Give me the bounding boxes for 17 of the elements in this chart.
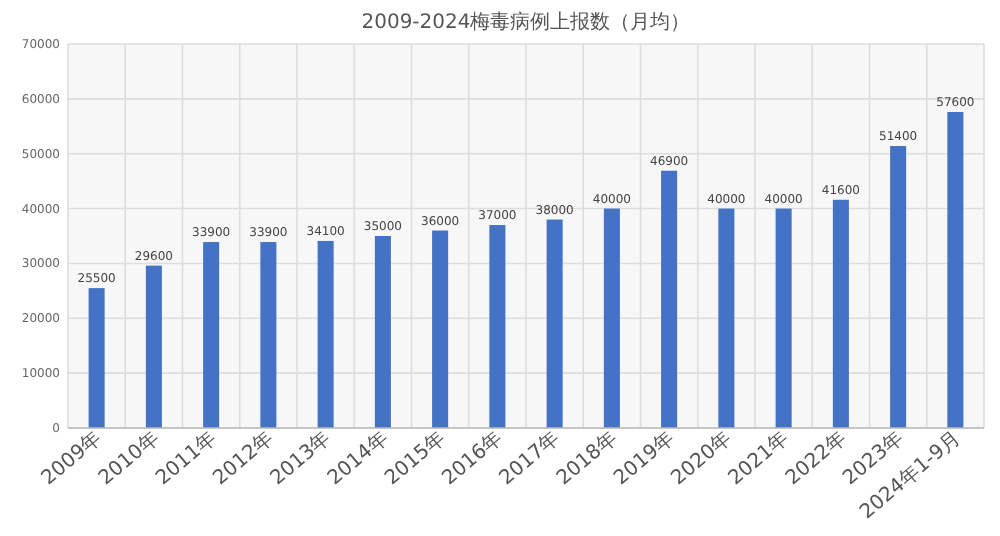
bar (203, 242, 220, 428)
bar (603, 208, 620, 428)
bar (432, 230, 449, 428)
bar (718, 208, 735, 428)
chart-title: 2009-2024梅毒病例上报数（月均） (361, 10, 691, 34)
bar (661, 170, 678, 428)
bar (88, 288, 105, 428)
bar (260, 242, 277, 428)
bar (546, 219, 563, 428)
bar (890, 146, 907, 428)
bar (374, 236, 391, 428)
bar (145, 265, 162, 428)
bar (947, 112, 964, 428)
bar (317, 240, 334, 428)
bar (775, 208, 792, 428)
bar (832, 199, 849, 428)
bar (489, 225, 506, 428)
